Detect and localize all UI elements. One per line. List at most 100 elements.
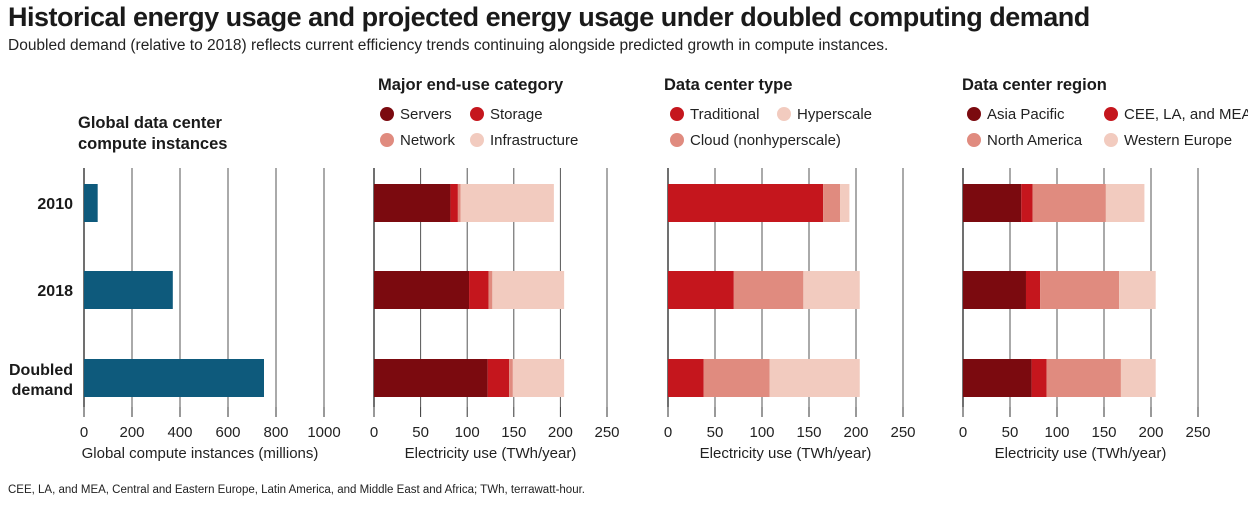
legend-swatch <box>967 133 981 147</box>
bar-asia-pacific-2 <box>963 359 1032 397</box>
tick-label: 50 <box>707 424 724 441</box>
bar-north-america-2 <box>1046 359 1121 397</box>
bar-cee-la-and-mea-0 <box>1021 184 1033 222</box>
footnote: CEE, LA, and MEA, Central and Eastern Eu… <box>8 484 585 496</box>
panel-4: Data center region 0 50 100 150 200 250 Electri… <box>959 76 1248 462</box>
tick-label: 250 <box>890 424 915 441</box>
bar-compute-1 <box>84 271 173 309</box>
legend-label: Network <box>400 132 456 149</box>
bar-traditional-0 <box>668 184 824 222</box>
bar-asia-pacific-0 <box>963 184 1022 222</box>
bar-compute-0 <box>84 184 98 222</box>
tick-label: 100 <box>749 424 774 441</box>
bar-servers-1 <box>374 271 470 309</box>
tick-label: 1000 <box>307 424 340 441</box>
panel-3: Data center type 0 50 100 150 200 250 Electrici… <box>664 76 916 462</box>
bar-storage-2 <box>487 359 510 397</box>
panel-title: Major end-use category <box>378 76 564 94</box>
bar-network-1 <box>488 271 493 309</box>
legend-swatch <box>1104 107 1118 121</box>
legend-item: Cloud (nonhyperscale) <box>670 132 841 149</box>
tick-label: 150 <box>501 424 526 441</box>
x-axis-label: Global compute instances (millions) <box>82 445 319 462</box>
legend-item: Traditional <box>670 106 759 123</box>
bar-cee-la-and-mea-1 <box>1025 271 1041 309</box>
panel-2: Major end-use category 0 50 100 150 200 250 Ele… <box>370 76 620 462</box>
bar-western-europe-2 <box>1120 359 1156 397</box>
legend-item: Asia Pacific <box>967 106 1065 123</box>
tick-label: 600 <box>215 424 240 441</box>
tick-label: 0 <box>664 424 672 441</box>
x-axis-label: Electricity use (TWh/year) <box>995 445 1167 462</box>
tick-label: 800 <box>263 424 288 441</box>
legend-item: North America <box>967 132 1083 149</box>
bar-infrastructure-0 <box>460 184 554 222</box>
legend-label: Servers <box>400 106 452 123</box>
tick-label: 150 <box>1091 424 1116 441</box>
legend-item: Western Europe <box>1104 132 1232 149</box>
tick-label: 0 <box>370 424 378 441</box>
page-title: Historical energy usage and projected en… <box>8 2 1090 32</box>
legend-swatch <box>380 107 394 121</box>
bar-hyperscale-1 <box>803 271 860 309</box>
bar-asia-pacific-1 <box>963 271 1026 309</box>
bar-storage-1 <box>469 271 489 309</box>
tick-label: 200 <box>1138 424 1163 441</box>
category-label: 2018 <box>37 283 73 300</box>
panel-title: Data center region <box>962 76 1107 94</box>
bar-network-0 <box>457 184 461 222</box>
bar-servers-2 <box>374 359 488 397</box>
legend-label: North America <box>987 132 1083 149</box>
legend-item: Network <box>380 132 456 149</box>
bar-compute-2 <box>84 359 264 397</box>
legend-label: Storage <box>490 106 543 123</box>
tick-label: 250 <box>594 424 619 441</box>
bar-hyperscale-2 <box>769 359 860 397</box>
x-axis-label: Electricity use (TWh/year) <box>405 445 577 462</box>
bar-infrastructure-2 <box>512 359 565 397</box>
legend-label: Asia Pacific <box>987 106 1065 123</box>
legend-swatch <box>380 133 394 147</box>
bar-cloud-nonhyperscale--0 <box>823 184 841 222</box>
bar-north-america-1 <box>1040 271 1120 309</box>
bar-servers-0 <box>374 184 451 222</box>
panel-1: Global data center compute instances 0 200 4… <box>78 114 341 462</box>
tick-label: 50 <box>412 424 429 441</box>
bar-cee-la-and-mea-2 <box>1031 359 1047 397</box>
legend-item: Infrastructure <box>470 132 578 149</box>
bar-infrastructure-1 <box>492 271 565 309</box>
tick-label: 200 <box>843 424 868 441</box>
tick-label: 100 <box>1044 424 1069 441</box>
legend-swatch <box>670 107 684 121</box>
panel-title: Data center type <box>664 76 792 94</box>
bar-network-2 <box>509 359 513 397</box>
tick-label: 50 <box>1002 424 1019 441</box>
bar-cloud-nonhyperscale--2 <box>703 359 770 397</box>
legend-label: Western Europe <box>1124 132 1232 149</box>
category-label: 2010 <box>37 196 73 213</box>
bar-cloud-nonhyperscale--1 <box>733 271 804 309</box>
bar-traditional-1 <box>668 271 734 309</box>
bar-traditional-2 <box>668 359 704 397</box>
legend-swatch <box>470 107 484 121</box>
legend-swatch <box>777 107 791 121</box>
category-label: Doubled demand <box>9 362 73 399</box>
tick-label: 250 <box>1185 424 1210 441</box>
legend-swatch <box>1104 133 1118 147</box>
x-axis-label: Electricity use (TWh/year) <box>700 445 872 462</box>
bar-hyperscale-0 <box>840 184 850 222</box>
legend-label: CEE, LA, and MEA <box>1124 106 1248 123</box>
tick-label: 200 <box>548 424 573 441</box>
page-subtitle: Doubled demand (relative to 2018) reflec… <box>8 37 889 54</box>
tick-label: 200 <box>119 424 144 441</box>
legend-item: Servers <box>380 106 452 123</box>
tick-label: 400 <box>167 424 192 441</box>
bar-storage-0 <box>450 184 458 222</box>
tick-label: 0 <box>959 424 967 441</box>
legend-swatch <box>670 133 684 147</box>
tick-label: 150 <box>796 424 821 441</box>
legend-label: Hyperscale <box>797 106 872 123</box>
tick-label: 0 <box>80 424 88 441</box>
legend-item: Storage <box>470 106 543 123</box>
